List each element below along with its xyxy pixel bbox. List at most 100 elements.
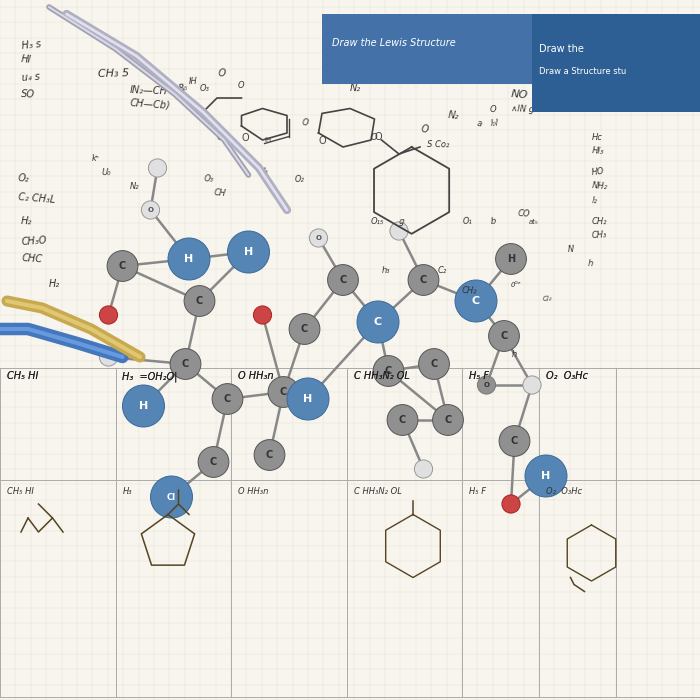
Text: CH: CH (214, 188, 226, 198)
Text: h₃: h₃ (382, 266, 391, 275)
Circle shape (287, 378, 329, 420)
Text: IH: IH (265, 137, 272, 143)
Text: CO: CO (518, 209, 531, 219)
Text: C: C (182, 359, 189, 369)
Circle shape (254, 440, 285, 470)
Text: at₅: at₅ (528, 219, 538, 225)
Text: O: O (371, 133, 377, 142)
Circle shape (99, 306, 118, 324)
Circle shape (414, 460, 433, 478)
Text: C HH₃N₂ OL: C HH₃N₂ OL (354, 372, 410, 382)
Circle shape (141, 201, 160, 219)
Text: O: O (106, 354, 111, 360)
Circle shape (148, 159, 167, 177)
Text: C: C (266, 450, 273, 460)
Text: C₂ CH₃L: C₂ CH₃L (18, 192, 55, 205)
Text: O₁₅: O₁₅ (371, 217, 384, 226)
Text: HI: HI (21, 54, 32, 65)
Text: u₄ s: u₄ s (21, 71, 40, 83)
Text: HO: HO (592, 167, 606, 177)
Text: H: H (507, 254, 515, 264)
Text: H₂: H₂ (21, 216, 33, 226)
Bar (322, 14, 546, 84)
Text: H₅ F: H₅ F (469, 372, 489, 382)
Circle shape (328, 265, 358, 295)
Text: IN₂—CH: IN₂—CH (130, 85, 168, 97)
Circle shape (499, 426, 530, 456)
Circle shape (122, 385, 164, 427)
Circle shape (408, 265, 439, 295)
Text: C: C (472, 296, 480, 306)
Text: C: C (399, 415, 406, 425)
Text: C: C (340, 275, 346, 285)
Text: h: h (588, 259, 594, 268)
Text: O: O (238, 80, 245, 90)
Text: H₃: H₃ (259, 167, 270, 177)
Circle shape (477, 376, 496, 394)
Text: l₂: l₂ (592, 195, 598, 205)
Text: C: C (210, 457, 217, 467)
Text: CH—Cb): CH—Cb) (130, 97, 171, 111)
Text: O: O (420, 125, 428, 135)
Text: C: C (196, 296, 203, 306)
Text: C: C (385, 366, 392, 376)
Text: CH₂: CH₂ (592, 217, 607, 226)
Text: IH: IH (189, 77, 198, 86)
Text: H₃  =OH₂O|: H₃ =OH₂O| (122, 372, 178, 382)
Circle shape (502, 495, 520, 513)
Text: O: O (490, 105, 497, 114)
Text: O: O (241, 134, 249, 143)
Text: C HH₃N₂ OL: C HH₃N₂ OL (354, 486, 401, 496)
Text: O₁: O₁ (462, 216, 472, 226)
Circle shape (168, 238, 210, 280)
Text: O HH₃n: O HH₃n (238, 372, 274, 382)
Text: O: O (316, 235, 321, 241)
Circle shape (309, 229, 328, 247)
Text: ∧IN g: ∧IN g (511, 104, 534, 114)
Text: Hc: Hc (592, 133, 603, 142)
Text: H₃ s: H₃ s (21, 39, 41, 51)
Text: C: C (511, 436, 518, 446)
Circle shape (253, 306, 272, 324)
Text: O: O (301, 118, 309, 128)
Text: O₂  O₃Hc: O₂ O₃Hc (546, 372, 588, 382)
Text: H: H (541, 471, 551, 481)
Text: C: C (280, 387, 287, 397)
Text: N₂: N₂ (130, 182, 139, 191)
Text: Cl: Cl (167, 493, 176, 501)
Text: C HH₃N₂ OL: C HH₃N₂ OL (354, 372, 410, 382)
Text: HI₃: HI₃ (592, 146, 604, 156)
Circle shape (268, 377, 299, 407)
Text: O₃: O₃ (203, 174, 214, 184)
Circle shape (184, 286, 215, 316)
Circle shape (373, 356, 404, 386)
Circle shape (198, 447, 229, 477)
Circle shape (170, 349, 201, 379)
Text: SO: SO (21, 90, 35, 100)
Text: NO: NO (511, 89, 529, 100)
Text: C: C (420, 275, 427, 285)
Text: C: C (374, 317, 382, 327)
Text: kˢ: kˢ (91, 154, 99, 163)
Text: H₂: H₂ (49, 279, 60, 289)
Text: O₂: O₂ (18, 173, 29, 184)
Text: CHC: CHC (21, 253, 43, 265)
Text: H: H (184, 254, 194, 264)
Text: O: O (318, 136, 326, 146)
Circle shape (107, 251, 138, 281)
Text: CH₂: CH₂ (462, 286, 478, 296)
Text: CH₃ 5: CH₃ 5 (98, 68, 130, 79)
Circle shape (357, 301, 399, 343)
Text: CH₃: CH₃ (592, 230, 608, 240)
Text: S Co₂: S Co₂ (427, 140, 449, 149)
Text: H₃  =OH₂O|: H₃ =OH₂O| (122, 372, 178, 382)
Text: a: a (476, 118, 482, 128)
Circle shape (212, 384, 243, 414)
Circle shape (228, 231, 270, 273)
Text: H: H (244, 247, 253, 257)
Text: H₃: H₃ (122, 486, 132, 496)
Circle shape (419, 349, 449, 379)
Text: O₃: O₃ (199, 84, 209, 93)
Text: 0ᴳᵉ: 0ᴳᵉ (511, 282, 522, 288)
Text: Draw the: Draw the (539, 45, 584, 55)
